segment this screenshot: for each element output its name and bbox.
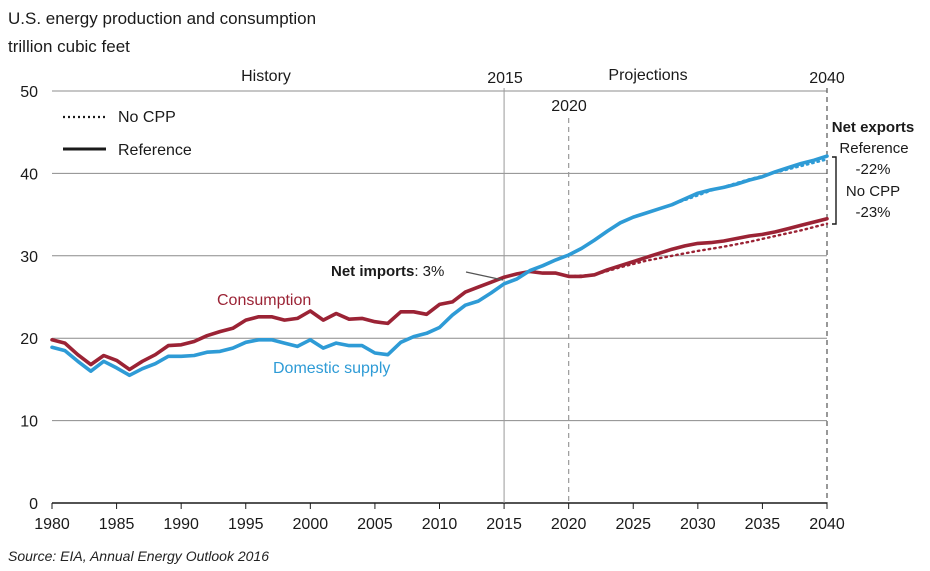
net-exports-nocpp-pct: -23% — [855, 204, 890, 221]
series-lines — [50, 154, 829, 378]
x-tick-label: 2020 — [551, 516, 587, 533]
marker-2015-label: 2015 — [487, 70, 523, 87]
x-tick-label: 2015 — [486, 516, 522, 533]
x-tick-label: 2005 — [357, 516, 393, 533]
projections-label: Projections — [608, 67, 687, 84]
net-exports-bracket — [832, 156, 837, 225]
y-tick-label: 0 — [29, 496, 38, 513]
net-imports-leader — [465, 271, 504, 281]
net-imports-annotation: Net imports: 3% — [331, 263, 504, 281]
history-label: History — [241, 68, 291, 85]
x-tick-label: 2000 — [293, 516, 329, 533]
net-exports-reference-label: Reference — [839, 140, 908, 157]
y-tick-label: 50 — [20, 84, 38, 101]
net-exports-annotation: Net exports Reference -22% No CPP -23% — [832, 119, 915, 225]
x-axis: 1980 1985 1990 1995 2000 2005 2010 2015 2020 2025… — [34, 503, 845, 533]
marker-2020-label: 2020 — [551, 98, 587, 115]
consumption-reference-line — [50, 216, 829, 372]
legend-nocpp-label: No CPP — [118, 109, 176, 126]
x-tick-label: 2040 — [809, 516, 845, 533]
supply-series-label: Domestic supply — [273, 360, 390, 377]
x-tick-label: 2025 — [615, 516, 651, 533]
net-imports-value: : 3% — [414, 263, 444, 280]
x-tick-label: 1985 — [99, 516, 135, 533]
net-exports-label: Net exports — [832, 119, 915, 136]
marker-lines — [503, 88, 828, 503]
x-tick-label: 1990 — [163, 516, 199, 533]
net-imports-label: Net imports: 3% — [331, 263, 444, 280]
x-tick-label: 1995 — [228, 516, 264, 533]
net-exports-nocpp-label: No CPP — [846, 183, 900, 200]
y-axis: 0 10 20 30 40 50 — [20, 84, 38, 513]
net-imports-bold: Net imports — [331, 263, 414, 280]
domestic-supply-reference-line — [50, 154, 829, 378]
x-tick-label: 2010 — [422, 516, 458, 533]
marker-2040-label: 2040 — [809, 70, 845, 87]
y-tick-label: 40 — [20, 166, 38, 183]
net-exports-reference-pct: -22% — [855, 161, 890, 178]
y-tick-label: 10 — [20, 414, 38, 431]
y-axis-unit-label: trillion cubic feet — [8, 37, 130, 56]
x-tick-label: 2035 — [745, 516, 781, 533]
source-note: Source: EIA, Annual Energy Outlook 2016 — [8, 548, 269, 564]
legend: No CPP Reference — [63, 109, 192, 159]
x-tick-label: 1980 — [34, 516, 70, 533]
legend-reference-label: Reference — [118, 142, 192, 159]
y-tick-label: 20 — [20, 331, 38, 348]
y-tick-label: 30 — [20, 249, 38, 266]
x-tick-label: 2030 — [680, 516, 716, 533]
consumption-series-label: Consumption — [217, 292, 311, 309]
chart-title: U.S. energy production and consumption — [8, 9, 316, 28]
